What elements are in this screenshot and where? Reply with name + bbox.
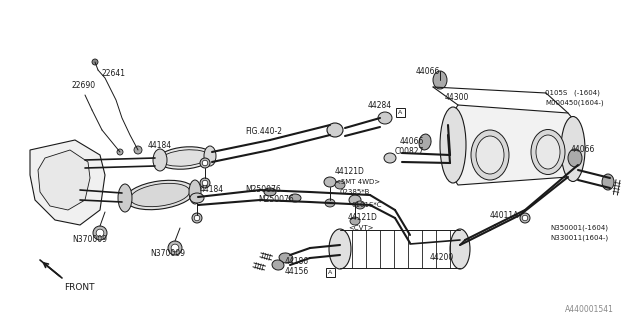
Polygon shape xyxy=(30,140,105,225)
Text: A440001541: A440001541 xyxy=(565,306,614,315)
Circle shape xyxy=(200,178,210,188)
Text: 0101S*C: 0101S*C xyxy=(352,202,383,208)
Text: C00827: C00827 xyxy=(395,148,424,156)
Text: 22690: 22690 xyxy=(72,81,96,90)
Text: <CVT>: <CVT> xyxy=(348,225,374,231)
Text: 44184: 44184 xyxy=(148,140,172,149)
Ellipse shape xyxy=(189,180,201,204)
Text: 22641: 22641 xyxy=(102,68,126,77)
Text: M250076: M250076 xyxy=(258,196,294,204)
Text: 44200: 44200 xyxy=(430,252,454,261)
Text: N370009: N370009 xyxy=(72,236,107,244)
Text: N330011(1604-): N330011(1604-) xyxy=(550,235,608,241)
Text: 44121D: 44121D xyxy=(348,213,378,222)
Circle shape xyxy=(522,215,528,221)
Ellipse shape xyxy=(157,147,212,169)
Ellipse shape xyxy=(568,149,582,167)
Text: 44284: 44284 xyxy=(368,100,392,109)
Ellipse shape xyxy=(433,71,447,89)
Ellipse shape xyxy=(536,135,560,169)
Ellipse shape xyxy=(440,107,466,183)
Text: 44066: 44066 xyxy=(400,138,424,147)
Ellipse shape xyxy=(350,217,360,225)
Text: N370009: N370009 xyxy=(150,249,185,258)
Circle shape xyxy=(202,180,208,186)
Ellipse shape xyxy=(349,195,361,205)
Circle shape xyxy=(96,229,104,237)
Ellipse shape xyxy=(118,184,132,212)
Bar xyxy=(326,268,335,276)
Text: 44066: 44066 xyxy=(416,68,440,76)
Circle shape xyxy=(200,158,210,168)
Ellipse shape xyxy=(419,134,431,150)
Ellipse shape xyxy=(325,199,335,207)
Circle shape xyxy=(195,215,200,221)
Ellipse shape xyxy=(161,150,209,166)
Text: <5MT 4WD>: <5MT 4WD> xyxy=(335,179,380,185)
Circle shape xyxy=(134,146,142,154)
Text: M000450(1604-): M000450(1604-) xyxy=(545,100,604,106)
Circle shape xyxy=(117,149,123,155)
Text: FRONT: FRONT xyxy=(64,283,95,292)
Ellipse shape xyxy=(602,174,614,190)
Text: 0105S   (-1604): 0105S (-1604) xyxy=(545,90,600,96)
Polygon shape xyxy=(448,105,578,185)
Text: 44156: 44156 xyxy=(285,268,309,276)
Ellipse shape xyxy=(561,116,585,181)
Bar xyxy=(396,108,404,116)
Ellipse shape xyxy=(279,253,293,263)
Ellipse shape xyxy=(327,123,343,137)
Ellipse shape xyxy=(289,194,301,202)
Text: N350001(-1604): N350001(-1604) xyxy=(550,225,608,231)
Text: FIG.440-2: FIG.440-2 xyxy=(245,127,282,137)
Ellipse shape xyxy=(335,181,345,189)
Text: A: A xyxy=(328,269,332,275)
Text: M250076: M250076 xyxy=(245,186,281,195)
Ellipse shape xyxy=(355,201,365,209)
Ellipse shape xyxy=(450,229,470,269)
Ellipse shape xyxy=(378,112,392,124)
Text: 44066: 44066 xyxy=(571,146,595,155)
Circle shape xyxy=(202,160,208,166)
Circle shape xyxy=(171,244,179,252)
Circle shape xyxy=(520,213,530,223)
Ellipse shape xyxy=(471,130,509,180)
Circle shape xyxy=(168,241,182,255)
Ellipse shape xyxy=(324,177,336,187)
Text: A: A xyxy=(398,109,402,115)
Text: 44011A: 44011A xyxy=(490,211,520,220)
Ellipse shape xyxy=(125,180,195,210)
Ellipse shape xyxy=(131,183,189,207)
Circle shape xyxy=(93,226,107,240)
Text: 44184: 44184 xyxy=(200,186,224,195)
Ellipse shape xyxy=(204,146,216,166)
Text: 44121D: 44121D xyxy=(335,167,365,177)
Ellipse shape xyxy=(384,153,396,163)
Text: 02385*B: 02385*B xyxy=(340,189,371,195)
Text: 44186: 44186 xyxy=(285,258,309,267)
Polygon shape xyxy=(38,150,90,210)
Ellipse shape xyxy=(272,260,284,270)
Circle shape xyxy=(92,59,98,65)
Ellipse shape xyxy=(264,188,276,196)
Ellipse shape xyxy=(329,229,351,269)
Ellipse shape xyxy=(531,130,565,174)
Ellipse shape xyxy=(476,136,504,174)
Circle shape xyxy=(192,213,202,223)
Ellipse shape xyxy=(153,149,167,171)
Ellipse shape xyxy=(190,193,204,203)
Text: 44300: 44300 xyxy=(445,93,469,102)
